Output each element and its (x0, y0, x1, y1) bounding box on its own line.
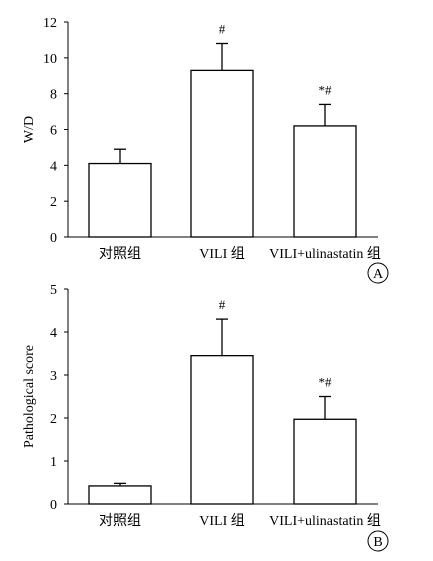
panel-label-circle (367, 262, 389, 284)
y-tick-label: 6 (50, 124, 57, 139)
bar (190, 354, 254, 505)
bar (293, 418, 357, 505)
significance-marker: # (219, 297, 226, 312)
y-axis-label: Pathological score (22, 345, 37, 448)
y-tick-label: 0 (50, 231, 57, 246)
bar (190, 69, 254, 238)
y-tick-label: 8 (50, 88, 57, 103)
y-tick-label: 5 (50, 283, 57, 298)
panel-label: B (373, 535, 382, 550)
y-tick-label: 2 (50, 195, 57, 210)
panel-b-chart: 0 1 2 3 4 5 Pathological score 对照组 # VILI 组 *# VILI… (22, 283, 389, 552)
y-tick-label: 2 (50, 412, 57, 427)
x-tick-label: 对照组 (99, 513, 141, 529)
x-tick-label: VILI 组 (199, 246, 245, 262)
x-tick-label: VILI 组 (199, 513, 245, 529)
bar (88, 485, 152, 505)
x-tick-label: VILI+ulinastatin 组 (269, 513, 381, 529)
y-tick-label: 10 (43, 52, 57, 67)
y-tick-label: 3 (50, 369, 57, 384)
panel-a-chart: 0 2 4 6 8 10 12 W/D 对照组 # VILI 组 *# VILI+ulinastatin… (22, 16, 389, 284)
bar (293, 125, 357, 238)
y-tick-label: 4 (50, 159, 57, 174)
panel-label: A (373, 267, 384, 282)
x-tick-label: VILI+ulinastatin 组 (269, 246, 381, 262)
significance-marker: *# (319, 375, 333, 390)
x-tick-label: 对照组 (99, 246, 141, 262)
significance-marker: # (219, 22, 226, 37)
panel-label-circle (367, 530, 389, 552)
significance-marker: *# (319, 82, 333, 97)
y-tick-label: 1 (50, 455, 57, 470)
y-tick-label: 4 (50, 326, 57, 341)
y-tick-label: 0 (50, 498, 57, 513)
bar (88, 162, 152, 238)
y-axis-label: W/D (22, 116, 37, 143)
y-tick-label: 12 (43, 16, 57, 31)
